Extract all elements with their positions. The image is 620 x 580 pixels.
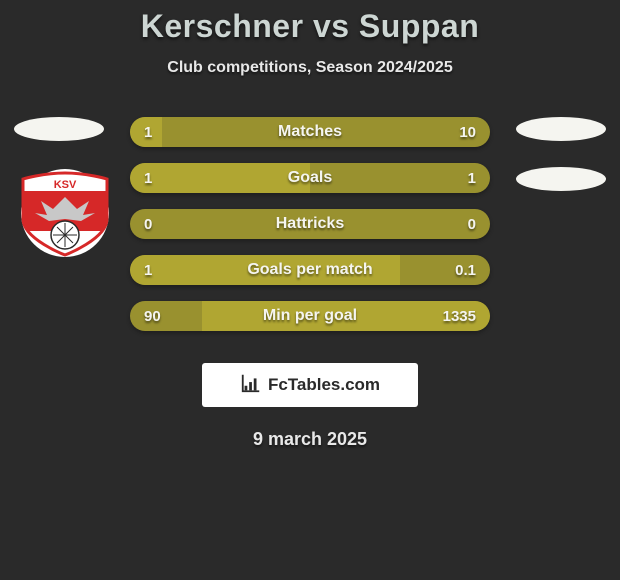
- stat-row: Matches1 10: [130, 117, 490, 147]
- player-right-avatar-1: [516, 117, 606, 141]
- stat-row: Goals1 1: [130, 163, 490, 193]
- bar-label: Hattricks: [130, 209, 490, 239]
- bar-label: Matches: [130, 117, 490, 147]
- bar-value-left: 0: [130, 209, 166, 239]
- bar-value-right: 10: [445, 117, 490, 147]
- bar-value-left: 1: [130, 255, 166, 285]
- stat-bars: Matches110Goals11Hattricks00Goals per ma…: [130, 117, 490, 347]
- bar-value-right: 0: [454, 209, 490, 239]
- bar-value-left: 90: [130, 301, 175, 331]
- club-badge: KSV: [14, 169, 116, 257]
- stats-area: KSV Matches110Goals11Hattricks00Goals pe…: [0, 117, 620, 347]
- chart-icon: [240, 372, 262, 399]
- brand-text: FcTables.com: [268, 375, 380, 395]
- bar-label: Goals per match: [130, 255, 490, 285]
- player-right-avatar-2: [516, 167, 606, 191]
- svg-text:KSV: KSV: [54, 179, 77, 191]
- stat-row: Hattricks0 0: [130, 209, 490, 239]
- date-text: 9 march 2025: [0, 429, 620, 450]
- stat-row: Goals per match1 0.1: [130, 255, 490, 285]
- page-subtitle: Club competitions, Season 2024/2025: [0, 59, 620, 77]
- bar-value-right: 1: [454, 163, 490, 193]
- player-left-avatar: [14, 117, 104, 141]
- stat-row: Min per goal901335: [130, 301, 490, 331]
- bar-value-left: 1: [130, 117, 166, 147]
- comparison-card: Kerschner vs Suppan Club competitions, S…: [0, 0, 620, 450]
- bar-value-right: 0.1: [441, 255, 490, 285]
- brand-box[interactable]: FcTables.com: [202, 363, 418, 407]
- bar-value-right: 1335: [429, 301, 490, 331]
- bar-value-left: 1: [130, 163, 166, 193]
- bar-label: Goals: [130, 163, 490, 193]
- page-title: Kerschner vs Suppan: [0, 8, 620, 45]
